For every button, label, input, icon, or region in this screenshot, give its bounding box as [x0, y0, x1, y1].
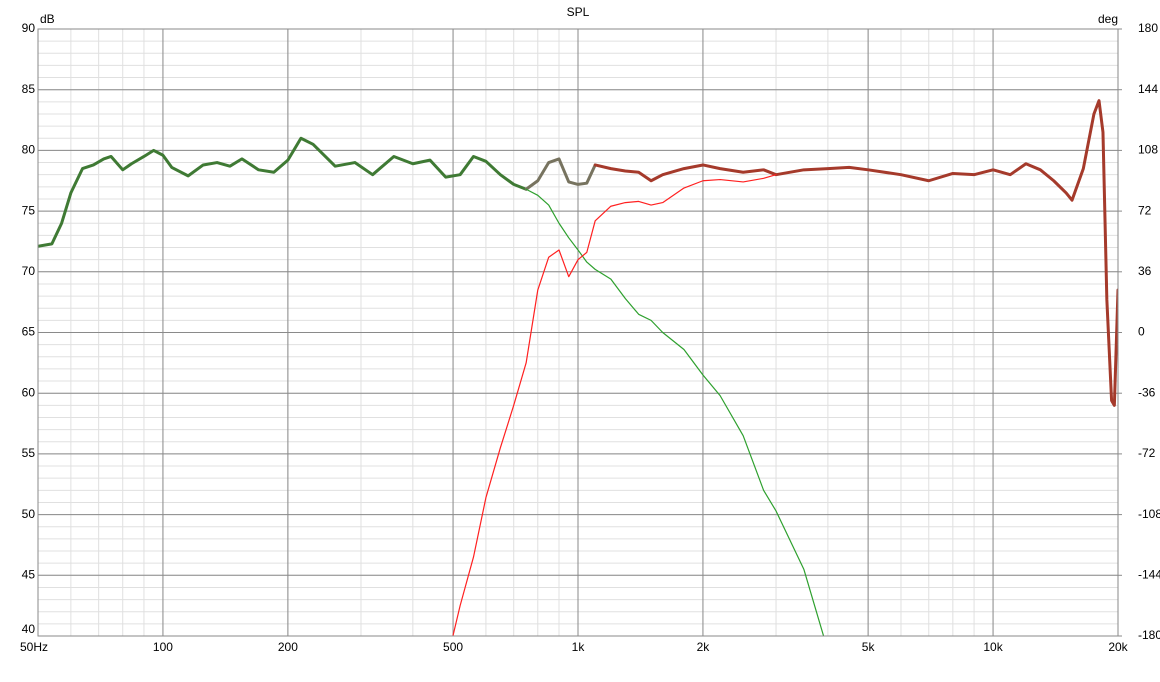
y-tick-label: 85 — [22, 82, 36, 96]
lines — [38, 99, 1118, 636]
y2-tick-label: 72 — [1138, 203, 1152, 217]
y-tick-label: 65 — [22, 325, 36, 339]
x-tick-label: 2k — [697, 640, 711, 654]
y-tick-label: 80 — [22, 143, 36, 157]
y-tick-label: 90 — [22, 21, 36, 35]
y-tick-label: 45 — [22, 567, 36, 581]
spl-line — [593, 99, 1118, 407]
y2-axis-unit: deg — [1098, 12, 1118, 26]
y2-tick-label: 108 — [1138, 143, 1158, 157]
spl-line — [525, 188, 825, 636]
spl-line — [452, 174, 777, 636]
x-tick-label: 500 — [443, 640, 463, 654]
spl-line — [524, 157, 597, 191]
y2-tick-label: 36 — [1138, 264, 1152, 278]
y-tick-label: 75 — [22, 203, 36, 217]
x-tick-label: 10k — [983, 640, 1003, 654]
y2-tick-label: 144 — [1138, 82, 1158, 96]
x-tick-label: 1k — [572, 640, 586, 654]
x-tick-label: 200 — [278, 640, 298, 654]
y2-tick-label: -108 — [1138, 507, 1160, 521]
y2-tick-label: -144 — [1138, 567, 1160, 581]
y-tick-label: 60 — [22, 385, 36, 399]
x-tick-label: 5k — [862, 640, 876, 654]
x-tick-label: 100 — [153, 640, 173, 654]
y2-tick-label: 0 — [1138, 325, 1145, 339]
grid — [37, 28, 1119, 637]
y2-tick-label: -72 — [1138, 446, 1156, 460]
x-tick-label: 50Hz — [20, 640, 48, 654]
y2-tick-label: 180 — [1138, 21, 1158, 35]
y2-tick-label: -36 — [1138, 385, 1156, 399]
y-axis-unit: dB — [40, 12, 55, 26]
chart-title: SPL — [567, 5, 590, 19]
x-tick-label: 20k — [1108, 640, 1128, 654]
y-tick-label: 55 — [22, 446, 36, 460]
y-tick-label: 50 — [22, 507, 36, 521]
y2-tick-label: -180 — [1138, 628, 1160, 642]
y-tick-label: 40 — [22, 622, 36, 636]
spl-line — [38, 136, 528, 248]
y-tick-label: 70 — [22, 264, 36, 278]
